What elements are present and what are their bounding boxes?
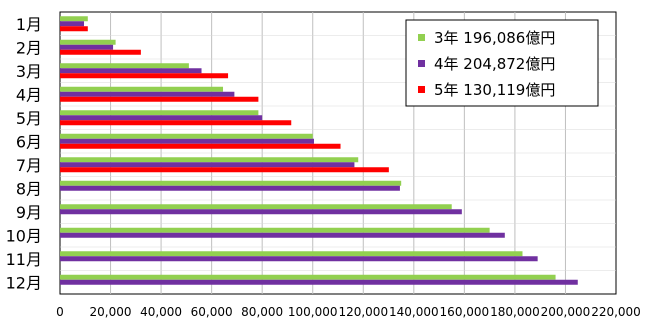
- y-tick-label: 6月: [16, 132, 42, 151]
- bar: [60, 120, 292, 126]
- bar: [60, 73, 229, 79]
- y-tick-label: 9月: [16, 203, 42, 222]
- bar: [60, 21, 85, 27]
- x-tick-label: 160,000: [440, 305, 490, 319]
- bar-series: [60, 16, 578, 285]
- bar: [60, 68, 202, 74]
- bar: [60, 227, 490, 233]
- bar: [60, 185, 400, 191]
- legend-swatch: [418, 60, 425, 67]
- x-tick-label: 100,000: [288, 305, 338, 319]
- bar: [60, 96, 259, 102]
- bar: [60, 279, 578, 285]
- bar: [60, 251, 523, 257]
- bar: [60, 167, 389, 173]
- bar: [60, 204, 452, 210]
- x-tick-label: 200,000: [541, 305, 591, 319]
- bar: [60, 138, 314, 144]
- y-tick-label: 12月: [6, 273, 42, 292]
- y-axis-tick-labels: 1月 2月 3月 4月 5月 6月 7月 8月 9月 10月 11月 12月: [6, 15, 42, 293]
- x-tick-label: 120,000: [338, 305, 388, 319]
- bar: [60, 110, 259, 116]
- y-tick-label: 5月: [16, 109, 42, 128]
- legend: 3年 196,086億円 4年 204,872億円 5年 130,119億円: [405, 19, 599, 107]
- legend-swatch: [418, 34, 425, 41]
- bar: [60, 86, 224, 92]
- y-tick-label: 7月: [16, 156, 42, 175]
- bar: [60, 162, 355, 168]
- legend-label: 3年 196,086億円: [434, 29, 555, 47]
- x-tick-label: 140,000: [389, 305, 439, 319]
- bar: [60, 63, 189, 69]
- x-tick-label: 40,000: [140, 305, 182, 319]
- x-tick-label: 20,000: [90, 305, 132, 319]
- legend-label: 5年 130,119億円: [434, 81, 555, 99]
- bar: [60, 133, 313, 139]
- legend-box: [405, 19, 599, 107]
- legend-label: 4年 204,872億円: [434, 55, 555, 73]
- y-tick-label: 8月: [16, 179, 42, 198]
- bar: [60, 209, 462, 215]
- y-tick-label: 1月: [16, 15, 42, 34]
- y-tick-label: 4月: [16, 85, 42, 104]
- bar: [60, 143, 341, 149]
- bar: [60, 91, 235, 97]
- x-tick-label: 60,000: [191, 305, 233, 319]
- bar: [60, 49, 141, 55]
- x-axis-tick-labels: 0 20,000 40,000 60,000 80,000 100,000 120,000 1…: [56, 305, 641, 319]
- bar: [60, 157, 359, 163]
- x-tick-label: 80,000: [241, 305, 283, 319]
- bar: [60, 39, 116, 45]
- bar: [60, 274, 556, 280]
- bar: [60, 44, 114, 50]
- y-tick-label: 3月: [16, 62, 42, 81]
- bar: [60, 26, 88, 32]
- bar: [60, 232, 505, 238]
- y-tick-label: 10月: [6, 226, 42, 245]
- bar: [60, 256, 538, 262]
- legend-swatch: [418, 86, 425, 93]
- bar: [60, 115, 263, 121]
- x-tick-label: 220,000: [591, 305, 641, 319]
- x-tick-label: 0: [56, 305, 64, 319]
- y-tick-label: 2月: [16, 38, 42, 57]
- x-tick-label: 180,000: [490, 305, 540, 319]
- bar: [60, 180, 402, 186]
- bar: [60, 16, 88, 22]
- y-tick-label: 11月: [6, 250, 42, 269]
